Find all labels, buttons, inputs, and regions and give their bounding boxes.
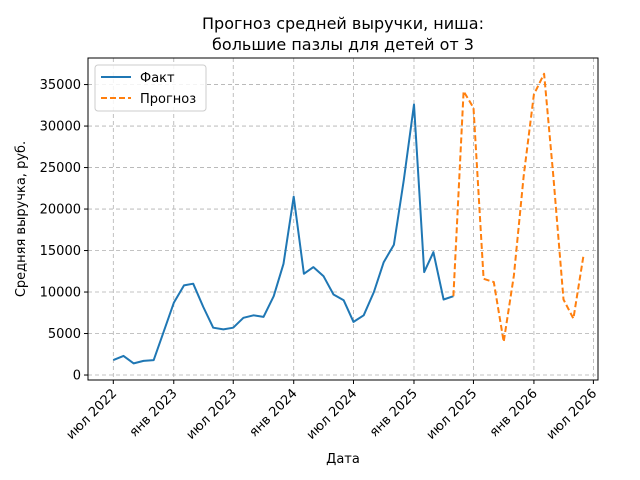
series-line-fact	[112, 103, 454, 365]
x-tick-label: июл 2024	[304, 386, 361, 443]
y-tick-label: 0	[73, 369, 81, 384]
plot-series	[112, 72, 585, 365]
x-tick-label: янв 2024	[247, 386, 301, 440]
plot-frame	[87, 57, 599, 381]
y-tick-label: 35000	[40, 78, 81, 93]
x-axis-title: Дата	[326, 452, 360, 467]
x-tick-label: янв 2025	[367, 386, 421, 440]
y-tick-label: 20000	[40, 203, 81, 218]
y-axis-title: Средняя выручка, руб.	[14, 141, 29, 297]
grid	[88, 58, 598, 380]
legend-label-fact: Факт	[140, 71, 175, 86]
x-tick-label: июл 2025	[424, 386, 481, 443]
y-tick-label: 25000	[40, 161, 81, 176]
chart-title-line-2: большие пазлы для детей от 3	[212, 35, 474, 54]
x-axis: июл 2022 янв 2023 июл 2023 янв 2024 июл 2024…	[64, 380, 601, 443]
chart-title: Прогноз средней выручки, ниша: большие п…	[202, 14, 484, 54]
x-tick-label: июл 2026	[544, 386, 601, 443]
y-tick-label: 10000	[40, 286, 81, 301]
x-tick-label: июл 2023	[184, 386, 241, 443]
x-tick-label: янв 2026	[487, 386, 541, 440]
y-tick-label: 30000	[40, 120, 81, 135]
y-tick-label: 15000	[40, 244, 81, 259]
chart-title-line-1: Прогноз средней выручки, ниша:	[202, 14, 484, 33]
y-axis: 0 5000 10000 15000 20000 25000 30000 35000	[40, 78, 88, 384]
series-line-forecast	[452, 72, 585, 343]
legend-label-forecast: Прогноз	[140, 92, 196, 107]
x-tick-label: янв 2023	[127, 386, 181, 440]
y-tick-label: 5000	[48, 327, 81, 342]
x-tick-label: июл 2022	[64, 386, 121, 443]
legend: Факт Прогноз	[94, 64, 207, 112]
